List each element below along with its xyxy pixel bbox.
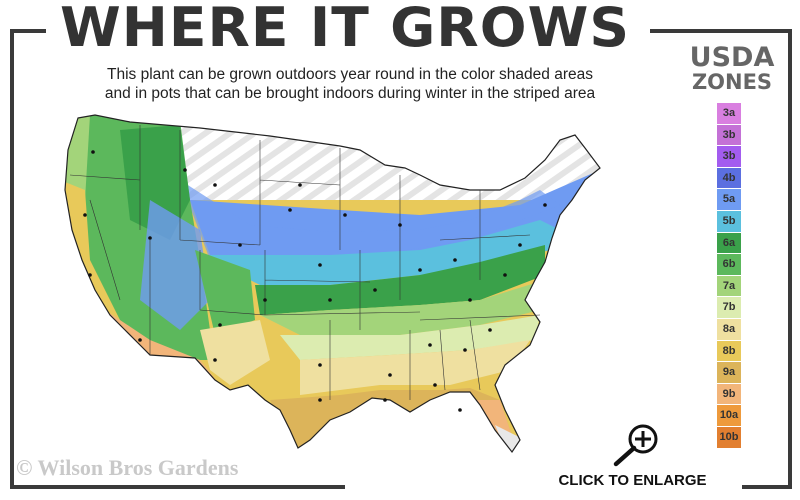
legend-zone-10a: 10a bbox=[717, 405, 741, 426]
legend-zone-9b: 9b bbox=[717, 383, 741, 405]
frame-bottom-right bbox=[742, 485, 792, 489]
state-capital-dots bbox=[83, 150, 547, 412]
subtitle-line-1: This plant can be grown outdoors year ro… bbox=[107, 66, 593, 83]
legend-title-line-2: ZONES bbox=[691, 70, 773, 94]
frame-left bbox=[10, 29, 14, 489]
legend-zone-5b: 5b bbox=[717, 210, 741, 232]
copyright-watermark: © Wilson Bros Gardens bbox=[16, 455, 239, 480]
legend-zone-3b: 3b bbox=[717, 124, 741, 146]
subtitle-line-2: and in pots that can be brought indoors … bbox=[104, 85, 596, 102]
us-outline bbox=[64, 114, 601, 454]
legend-title: USDA ZONES bbox=[676, 42, 788, 94]
zoom-in-magnifier-icon[interactable] bbox=[608, 420, 668, 475]
page-title: WHERE IT GROWS bbox=[59, 0, 631, 59]
zone-legend: 3a 3b 3b 4b 5a 5b 6a 6b 7a 7b 8a 8b 9a 9b 10a 10b bbox=[717, 103, 741, 449]
frame-right bbox=[788, 29, 792, 489]
legend-zone-3b: 3b bbox=[717, 146, 741, 167]
legend-zone-5a: 5a bbox=[717, 189, 741, 210]
legend-zone-9a: 9a bbox=[717, 362, 741, 383]
legend-title-line-1: USDA bbox=[689, 42, 775, 73]
legend-zone-6a: 6a bbox=[717, 232, 741, 254]
legend-zone-3a: 3a bbox=[717, 103, 741, 124]
click-to-enlarge-button[interactable]: CLICK TO ENLARGE bbox=[558, 472, 707, 489]
frame-bottom-left bbox=[10, 485, 345, 489]
legend-zone-7b: 7b bbox=[717, 297, 741, 318]
legend-zone-7a: 7a bbox=[717, 275, 741, 297]
legend-zone-8a: 8a bbox=[717, 318, 741, 340]
legend-zone-6b: 6b bbox=[717, 254, 741, 275]
frame-top-left bbox=[10, 29, 46, 33]
subtitle: This plant can be grown outdoors year ro… bbox=[40, 65, 660, 103]
legend-zone-8b: 8b bbox=[717, 340, 741, 362]
legend-zone-10b: 10b bbox=[717, 426, 741, 448]
frame-top-right bbox=[650, 29, 792, 33]
state-borders bbox=[69, 125, 541, 400]
legend-zone-4b: 4b bbox=[717, 167, 741, 189]
